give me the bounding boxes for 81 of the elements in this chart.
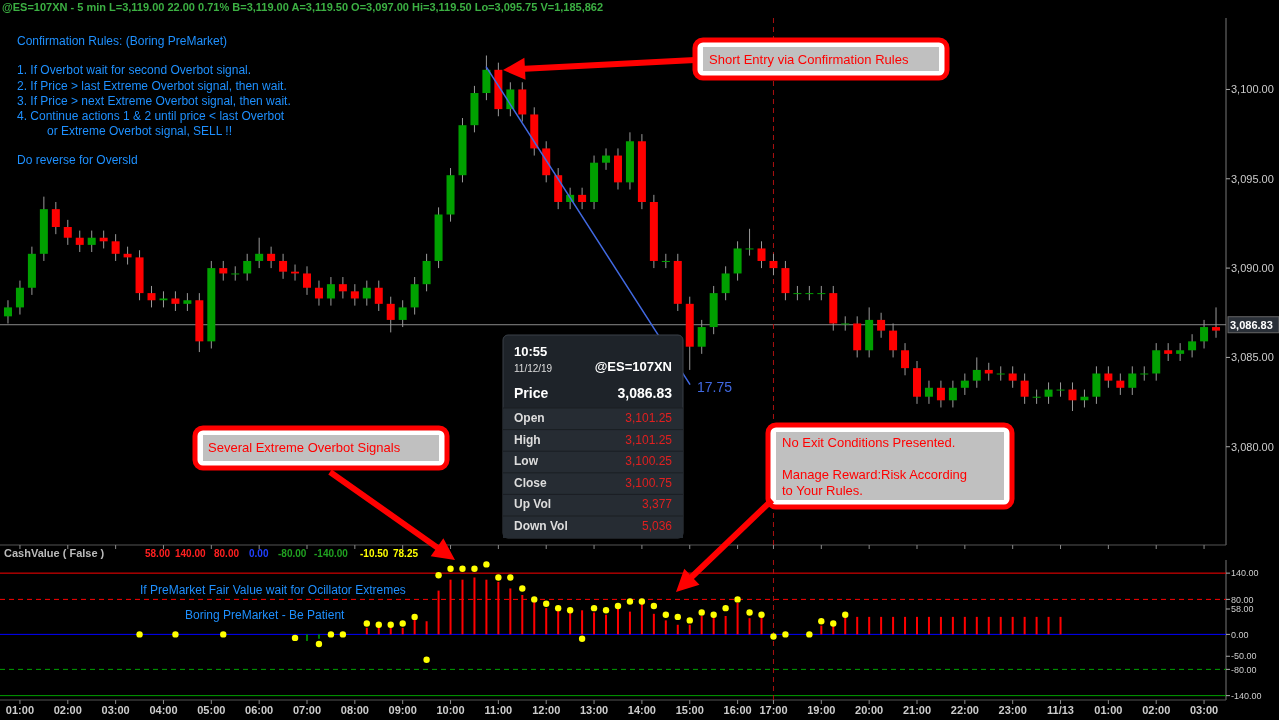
text: 58.00 [145,548,171,559]
annotation: Up Vol [514,497,552,512]
annotation: Close [514,475,547,490]
annotation: No Exit Conditions Presented. [782,435,956,450]
y-tick-label: -80.00 [1231,664,1257,675]
annotation: @ES=107XN [594,359,672,374]
x-tick-label: 01:00 [5,704,35,716]
annotation: 3,100.25 [625,454,673,469]
text: 140.00 [175,548,207,559]
x-tick-label: 03:00 [101,704,130,716]
x-tick-label: 02:00 [53,704,82,716]
y-tick-label: 3,095.00 [1231,172,1274,185]
annotation: Open [514,411,545,425]
x-tick-label: 23:00 [998,704,1027,716]
text: 11/12/19 [514,363,553,374]
annotation: 3,086.83 [617,385,673,401]
annotation: Do reverse for Oversld [17,153,138,167]
x-tick-label: 10:00 [436,704,465,716]
text: 80.00 [214,548,240,559]
annotation: 3,377 [641,497,673,512]
x-tick-label: 11/13 [1047,704,1074,716]
y-tick-label: 0.00 [1231,629,1249,640]
text: 0.00 [249,548,269,559]
chart-subtitle: @ES=107XN - 5 min L=3,119.00 22.00 0.71% B=3,119.00 A=3,119.50 O=3,097.00 Hi=3,119.50 Lo=3,095.75 V=1,185,862 [2,1,604,13]
x-tick-label: 16:00 [723,704,752,716]
y-tick-label: 58.00 [1231,604,1254,615]
y-tick-label: 3,100.00 [1231,83,1274,96]
x-tick-label: 04:00 [149,704,178,716]
x-tick-label: 07:00 [292,704,322,716]
x-tick-label: 20:00 [855,704,884,716]
annotation: 3,101.25 [625,432,673,447]
y-tick-label: -50.00 [1231,651,1257,662]
x-tick-label: 05:00 [197,704,226,716]
x-tick-label: 17:00 [759,704,788,716]
x-tick-label: 14:00 [627,704,656,716]
text: -80.00 [278,548,307,559]
text: -10.50 [360,548,389,559]
ref-line-label: 3,086.83 [1230,318,1273,331]
annotation: 2. If Price > last Extreme Overbot signal, then wait. [17,79,287,93]
x-tick-label: 06:00 [245,704,274,716]
x-tick-label: 13:00 [579,704,609,716]
x-tick-label: 21:00 [902,704,932,716]
y-tick-label: 3,080.00 [1231,440,1274,453]
annotation: Low [514,454,539,469]
annotation: Several Extreme Overbot Signals [208,440,401,455]
annotation: Boring PreMarket - Be Patient [185,608,346,622]
annotation: 3,100.75 [625,475,673,490]
text: 78.25 [393,548,419,559]
text: 10:55 [514,344,548,359]
y-tick-label: 140.00 [1231,568,1259,579]
x-tick-label: 15:00 [675,704,704,716]
annotation: High [514,432,541,447]
text: -140.00 [314,548,349,559]
x-tick-label: 01:00 [1094,704,1123,716]
annotation: Price [514,385,549,401]
annotation: Down Vol [514,519,568,533]
annotation: 5,036 [641,519,673,533]
y-tick-label: 80.00 [1231,594,1254,605]
chart-title: CashValue ( False ) [4,547,105,559]
annotation: Manage Reward:Risk According [782,467,967,482]
annotation: Short Entry via Confirmation Rules [709,52,909,67]
annotation: or Extreme Overbot signal, SELL !! [47,124,232,138]
x-tick-label: 09:00 [388,704,417,716]
annotation: Confirmation Rules: (Boring PreMarket) [17,34,228,48]
annotation: 1. If Overbot wait for second Overbot signal. [17,63,252,77]
x-tick-label: 03:00 [1189,704,1219,716]
annotation: to Your Rules. [782,483,863,498]
x-tick-label: 19:00 [807,704,836,716]
annotation: 4. Continue actions 1 & 2 until price < last Overbot [17,109,285,123]
x-tick-label: 22:00 [950,704,979,716]
x-tick-label: 08:00 [340,704,369,716]
x-tick-label: 11:00 [484,704,513,716]
y-tick-label: 3,090.00 [1231,261,1274,274]
x-tick-label: 02:00 [1142,704,1171,716]
annotation: If PreMarket Fair Value wait for Ocillator Extremes [140,583,406,597]
annotation: 3,101.25 [625,411,673,425]
y-tick-label: 3,085.00 [1231,351,1274,364]
annotation: 3. If Price > next Extreme Overbot signal, then wait. [17,94,291,108]
annotation: 17.75 [697,379,733,395]
y-tick-label: -140.00 [1231,690,1262,701]
x-tick-label: 12:00 [532,704,561,716]
